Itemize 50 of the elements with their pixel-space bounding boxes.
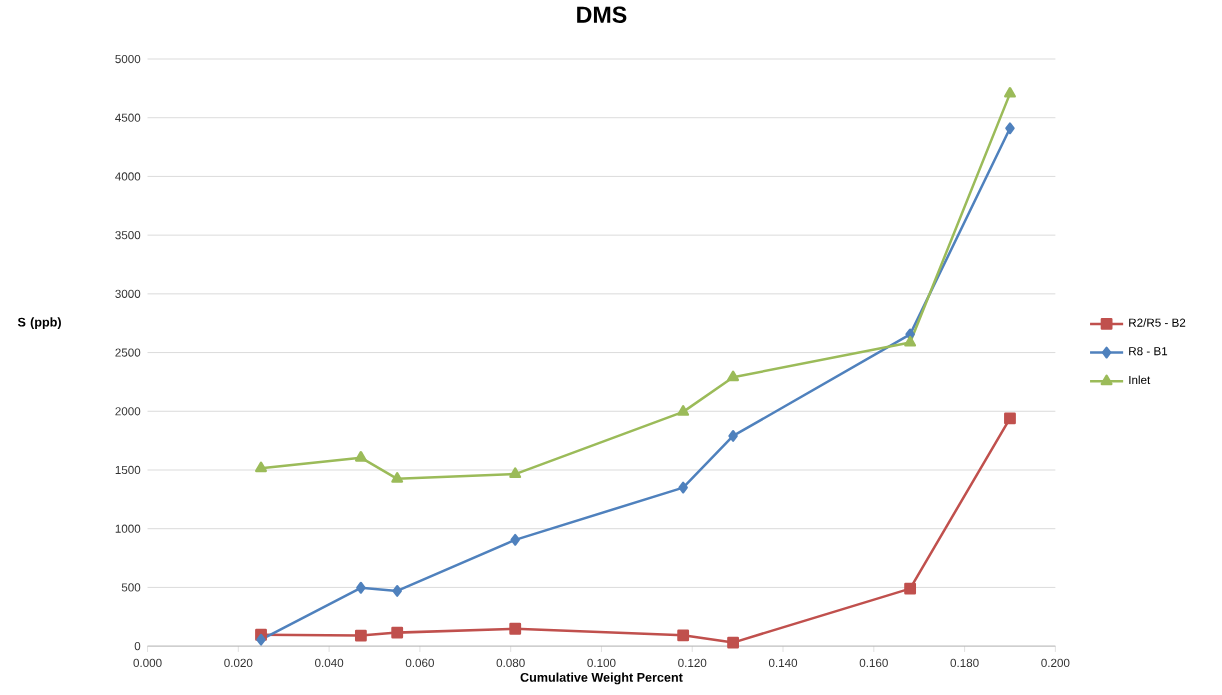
point <box>1005 122 1015 135</box>
point <box>391 626 404 639</box>
legend-label: R2/R5 - B2 <box>1129 318 1186 328</box>
y-tick-label: 3500 <box>115 231 141 240</box>
point <box>677 629 690 642</box>
x-axis-title: Cumulative Weight Percent <box>520 672 683 685</box>
x-tick-label: 0.140 <box>768 659 798 668</box>
point <box>356 582 366 594</box>
y-tick-label: 2500 <box>115 348 141 357</box>
x-tick-label: 0.040 <box>315 659 344 668</box>
y-tick-label: 0 <box>134 642 141 651</box>
point <box>1004 87 1016 98</box>
point <box>255 461 267 473</box>
point <box>354 451 367 462</box>
chart-title: DMS <box>577 6 627 24</box>
y-tick-label: 1500 <box>115 466 141 475</box>
x-tick-label: 0.160 <box>859 659 888 668</box>
point <box>678 481 688 494</box>
legend-label: Inlet <box>1129 375 1151 385</box>
point <box>392 585 402 598</box>
x-tick-label: 0.120 <box>678 659 707 668</box>
y-tick-label: 2000 <box>115 407 141 416</box>
x-tick-label: 0.000 <box>133 659 162 668</box>
point <box>727 636 739 649</box>
y-tick-label: 1000 <box>115 524 141 534</box>
y-tick-label: 5000 <box>115 55 141 64</box>
y-tick-label: 4500 <box>115 113 141 123</box>
x-tick-label: 0.200 <box>1041 659 1070 668</box>
point <box>1004 412 1016 425</box>
point <box>509 467 522 479</box>
y-tick-label: 4000 <box>115 172 141 181</box>
x-tick-label: 0.020 <box>224 659 253 668</box>
y-axis-title: S (ppb) <box>17 317 61 330</box>
x-tick-label: 0.180 <box>950 659 979 668</box>
point <box>727 370 740 382</box>
point <box>391 472 404 483</box>
x-tick-label: 0.060 <box>405 659 434 668</box>
point <box>354 629 367 642</box>
point <box>677 405 690 417</box>
point <box>728 430 738 443</box>
point <box>904 336 917 347</box>
y-tick-label: 3000 <box>115 289 141 299</box>
point <box>256 633 266 646</box>
y-tick-label: 500 <box>121 583 141 592</box>
point <box>510 534 520 546</box>
point <box>904 582 917 595</box>
point <box>509 623 522 635</box>
x-tick-label: 0.100 <box>587 659 616 668</box>
x-tick-label: 0.080 <box>496 659 525 668</box>
legend-label: R8 - B1 <box>1129 347 1168 356</box>
